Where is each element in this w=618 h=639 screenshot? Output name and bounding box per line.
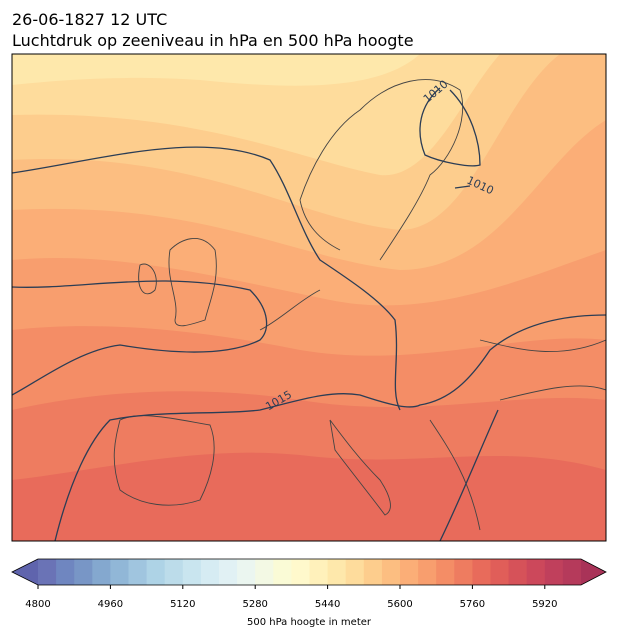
map [12, 54, 606, 541]
title-line2: Luchtdruk op zeeniveau in hPa en 500 hPa… [12, 31, 414, 50]
colorbar-segment [381, 559, 401, 585]
colorbar-segment [92, 559, 111, 585]
colorbar-tick-label: 5440 [315, 599, 340, 610]
colorbar-segment [454, 559, 473, 585]
colorbar-under [12, 559, 38, 585]
colorbar-segment [74, 559, 93, 585]
colorbar-segment [38, 559, 57, 585]
colorbar-label: 500 hPa hoogte in meter [247, 617, 372, 628]
colorbar-segment [273, 559, 292, 585]
colorbar-segment [508, 559, 528, 585]
colorbar-segment [562, 559, 582, 585]
colorbar-frame [11, 558, 607, 586]
map-frame [11, 53, 607, 542]
colorbar-tick-label: 5280 [242, 599, 267, 610]
colorbar-tick-label: 5920 [532, 599, 557, 610]
colorbar-segment [400, 559, 419, 585]
colorbar-segment [200, 559, 220, 585]
colorbar-segment [544, 559, 564, 585]
colorbar-segment [128, 559, 148, 585]
colorbar-segment [327, 559, 347, 585]
colorbar-segment [345, 559, 365, 585]
colorbar-tick-label: 4960 [98, 599, 123, 610]
colorbar-segment [182, 559, 202, 585]
colorbar-segment [237, 559, 256, 585]
colorbar-segment [110, 559, 129, 585]
colorbar-segment [309, 559, 329, 585]
colorbar-segment [56, 559, 75, 585]
colorbar-segment [526, 559, 546, 585]
colorbar-over [581, 559, 606, 585]
colorbar-segment [219, 559, 238, 585]
colorbar-segment [255, 559, 274, 585]
colorbar-segment [418, 559, 437, 585]
colorbar-segment [436, 559, 455, 585]
colorbar-tick-label: 5600 [387, 599, 412, 610]
colorbar-segment [164, 559, 184, 585]
title-line1: 26-06-1827 12 UTC [12, 10, 167, 29]
colorbar-segment [363, 559, 383, 585]
colorbar-segment [490, 559, 510, 585]
colorbar-tick-label: 5120 [170, 599, 195, 610]
colorbar-tick-label: 5760 [460, 599, 485, 610]
colorbar-tick-label: 4800 [25, 599, 50, 610]
colorbar-segment [472, 559, 491, 585]
colorbar-segment [146, 559, 166, 585]
colorbar-segment [291, 559, 310, 585]
